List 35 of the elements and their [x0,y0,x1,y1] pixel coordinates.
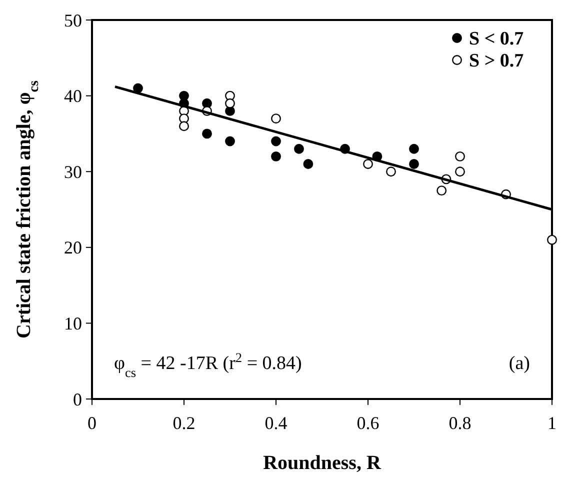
point [271,114,281,124]
x-tick-label: 0.4 [264,413,288,433]
point [363,159,373,169]
point [409,159,419,169]
point [455,151,465,162]
annotation: φ$_{cs}$ = 42 -17R (r$^{2}$ = 0.84) [114,350,302,380]
point [271,151,281,162]
point [202,128,212,139]
y-tick-label: 10 [64,314,82,334]
x-tick-label: 0 [88,413,96,433]
point [271,136,281,146]
y-tick-label: 20 [64,238,82,258]
legend-label: S > 0.7 [469,50,524,72]
point [386,166,396,177]
point [225,136,235,146]
point [133,83,143,94]
legend-label: S < 0.7 [469,28,524,50]
point [436,186,447,196]
x-tick-label: 0.6 [356,413,380,433]
x-tick-label: 1 [548,413,556,433]
point [294,144,304,154]
point [547,234,557,245]
annotation: (a) [508,353,530,374]
point [409,144,419,154]
point [179,121,189,132]
y-tick-label: 40 [64,86,82,106]
y-tick-label: 50 [64,10,82,30]
point [225,98,235,108]
y-tick-label: 0 [73,389,82,410]
y-tick-label: 30 [64,162,82,182]
point [303,159,314,169]
x-axis-title: Roundness, R [263,452,382,474]
x-tick-label: 0.8 [448,413,472,433]
point [455,166,465,177]
x-tick-label: 0.2 [172,413,196,433]
